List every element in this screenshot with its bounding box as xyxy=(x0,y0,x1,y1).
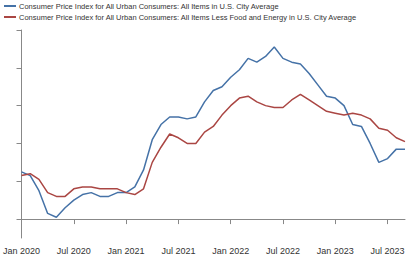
svg-text:Jan 2022: Jan 2022 xyxy=(212,246,249,256)
svg-text:Consumer Price Index for All U: Consumer Price Index for All Urban Consu… xyxy=(19,13,356,22)
svg-text:Jan 2020: Jan 2020 xyxy=(3,246,40,256)
svg-text:Jan 2021: Jan 2021 xyxy=(108,246,145,256)
svg-text:Jul 2022: Jul 2022 xyxy=(266,246,300,256)
svg-text:Jul 2021: Jul 2021 xyxy=(161,246,195,256)
svg-text:Jul 2020: Jul 2020 xyxy=(57,246,91,256)
svg-text:Jan 2023: Jan 2023 xyxy=(317,246,354,256)
svg-text:Jul 2023: Jul 2023 xyxy=(371,246,405,256)
svg-text:Consumer Price Index for All U: Consumer Price Index for All Urban Consu… xyxy=(19,2,279,11)
